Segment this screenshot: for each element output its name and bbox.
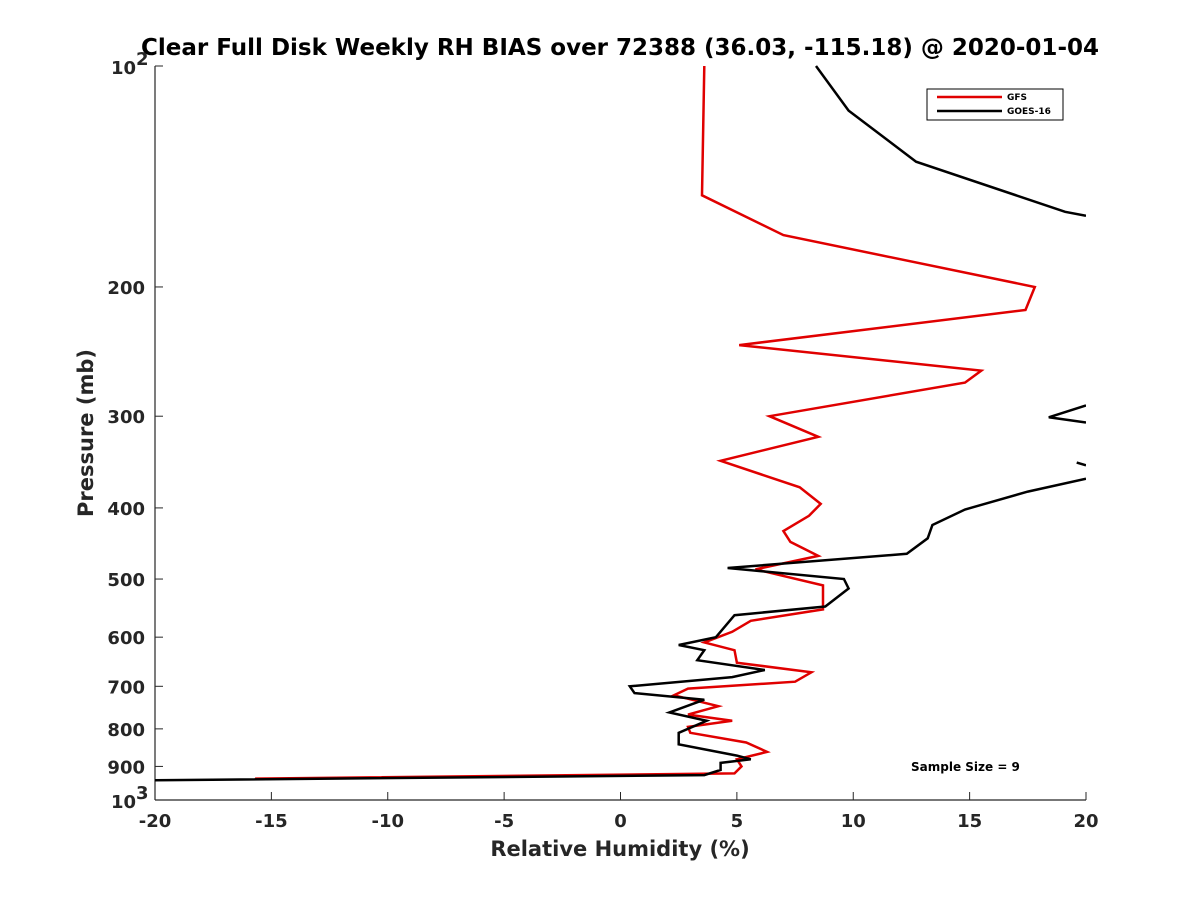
legend-label-gfs: GFS <box>1007 93 1027 103</box>
y-tick-label: 300 <box>107 407 145 428</box>
x-tick-label: -15 <box>255 811 288 832</box>
x-tick-label: 20 <box>1073 811 1098 832</box>
x-axis-label: Relative Humidity (%) <box>490 837 749 861</box>
x-ticks: -20 -15 -10 -5 0 5 10 15 20 <box>139 792 1099 832</box>
y-tick-label: 10 <box>111 792 136 813</box>
x-tick-label: -5 <box>494 811 514 832</box>
y-tick-label-exponent: 3 <box>136 783 149 804</box>
x-tick-label: 10 <box>841 811 866 832</box>
series-group <box>155 65 1086 782</box>
series-line-goes16 <box>1048 404 1086 424</box>
legend-box <box>926 88 1064 121</box>
x-tick-label: 5 <box>731 811 744 832</box>
x-tick-label: -10 <box>371 811 404 832</box>
y-tick-label: 700 <box>107 677 145 698</box>
y-tick-label: 900 <box>107 757 145 778</box>
series-line-gfs <box>255 65 1037 780</box>
chart-title: Clear Full Disk Weekly RH BIAS over 7238… <box>141 35 1099 61</box>
axes <box>154 66 1086 801</box>
legend: GFS GOES-16 <box>926 88 1064 121</box>
series-line-goes16 <box>155 477 1086 782</box>
legend-label-goes16: GOES-16 <box>1007 107 1051 117</box>
x-tick-label: -20 <box>139 811 172 832</box>
y-tick-label: 500 <box>107 570 145 591</box>
series-line-goes16 <box>814 65 1086 218</box>
y-tick-label: 800 <box>107 720 145 741</box>
y-tick-label: 200 <box>107 278 145 299</box>
y-tick-label-exponent: 2 <box>136 49 149 70</box>
sample-size-annotation: Sample Size = 9 <box>911 760 1020 774</box>
x-tick-label: 15 <box>957 811 982 832</box>
y-tick-label: 10 <box>111 58 136 79</box>
y-tick-label: 600 <box>107 628 145 649</box>
x-tick-label: 0 <box>614 811 627 832</box>
series-line-goes16 <box>1076 461 1086 467</box>
y-tick-label: 400 <box>107 499 145 520</box>
y-axis-label: Pressure (mb) <box>74 349 98 517</box>
